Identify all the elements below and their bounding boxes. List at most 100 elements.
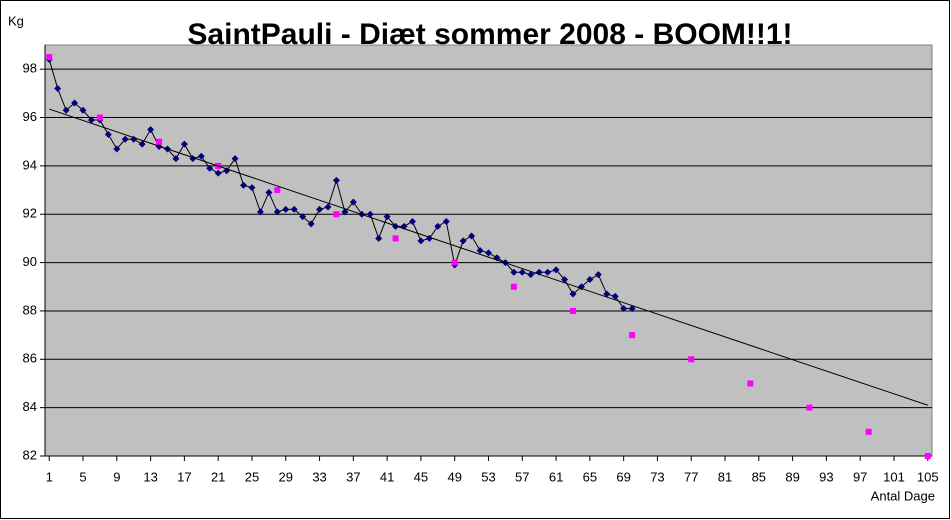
data-point — [240, 181, 248, 189]
data-point — [383, 213, 391, 221]
data-point — [442, 217, 450, 225]
data-point — [54, 85, 62, 93]
data-point — [552, 266, 560, 274]
y-tick-label: 96 — [23, 109, 37, 124]
data-point — [231, 155, 239, 163]
data-point — [71, 99, 79, 107]
x-tick-label: 45 — [414, 469, 428, 484]
data-point — [628, 305, 636, 313]
x-tick-label: 5 — [79, 469, 86, 484]
data-point — [417, 237, 425, 245]
data-point — [180, 140, 188, 148]
data-point — [806, 404, 813, 411]
x-tick-label: 69 — [616, 469, 630, 484]
data-point — [104, 130, 112, 138]
data-point — [518, 268, 526, 276]
data-point — [603, 290, 611, 298]
x-tick-label: 77 — [684, 469, 698, 484]
x-tick-label: 13 — [143, 469, 157, 484]
y-tick-label: 90 — [23, 254, 37, 269]
x-tick-label: 73 — [650, 469, 664, 484]
data-point — [113, 145, 121, 153]
data-point — [333, 211, 340, 218]
data-point — [688, 356, 695, 363]
x-tick-label: 61 — [549, 469, 563, 484]
x-tick-label: 1 — [46, 469, 53, 484]
data-point — [544, 268, 552, 276]
data-point — [527, 271, 535, 279]
data-point — [349, 198, 357, 206]
data-point — [366, 210, 374, 218]
data-point — [747, 380, 754, 387]
x-tick-label: 33 — [312, 469, 326, 484]
x-tick-label: 65 — [583, 469, 597, 484]
data-point — [569, 290, 577, 298]
y-tick-label: 86 — [23, 351, 37, 366]
data-point — [290, 205, 298, 213]
data-point — [865, 428, 872, 435]
data-point — [172, 155, 180, 163]
x-tick-label: 57 — [515, 469, 529, 484]
x-tick-label: 85 — [752, 469, 766, 484]
data-point — [248, 184, 256, 192]
data-point — [46, 54, 53, 61]
data-point — [206, 164, 214, 172]
x-tick-label: 81 — [718, 469, 732, 484]
data-point — [569, 307, 576, 314]
data-point — [197, 152, 205, 160]
x-tick-label: 97 — [853, 469, 867, 484]
y-tick-label: 92 — [23, 206, 37, 221]
data-point — [620, 305, 628, 313]
data-point — [282, 205, 290, 213]
y-tick-label: 82 — [23, 447, 37, 462]
y-tick-label: 94 — [23, 157, 37, 172]
data-point — [147, 126, 155, 134]
data-point — [156, 138, 163, 145]
data-point — [392, 235, 399, 242]
y-axis-label: Kg — [8, 13, 24, 28]
x-tick-label: 53 — [481, 469, 495, 484]
data-point — [629, 332, 636, 339]
x-tick-label: 9 — [113, 469, 120, 484]
data-point — [274, 187, 281, 194]
data-point — [586, 276, 594, 284]
data-point — [265, 188, 273, 196]
data-point — [307, 220, 315, 228]
data-point — [924, 453, 931, 459]
data-point — [510, 283, 517, 290]
x-tick-label: 25 — [245, 469, 259, 484]
data-point — [577, 283, 585, 291]
data-point — [476, 247, 484, 254]
data-point — [611, 292, 619, 300]
x-tick-label: 101 — [883, 469, 905, 484]
x-axis-label: Antal Dage — [871, 488, 935, 503]
data-point — [273, 208, 281, 216]
data-point — [485, 249, 492, 257]
data-point — [121, 135, 129, 143]
x-tick-label: 89 — [785, 469, 799, 484]
data-point — [79, 106, 87, 114]
data-point — [96, 114, 103, 121]
data-point — [451, 259, 458, 266]
y-tick-label: 84 — [23, 399, 37, 414]
data-point — [594, 271, 602, 279]
data-point — [561, 276, 569, 284]
x-tick-label: 37 — [346, 469, 360, 484]
data-point — [138, 140, 146, 148]
data-point — [316, 205, 324, 213]
data-point — [214, 169, 222, 177]
y-tick-label: 88 — [23, 302, 37, 317]
data-point — [408, 217, 416, 225]
data-point — [332, 176, 340, 184]
x-tick-label: 41 — [380, 469, 394, 484]
y-tick-label: 98 — [23, 61, 37, 76]
x-tick-label: 105 — [917, 469, 939, 484]
data-point — [341, 208, 349, 216]
data-point — [87, 116, 95, 124]
data-point — [256, 208, 264, 216]
x-tick-label: 21 — [211, 469, 225, 484]
data-point — [299, 213, 307, 221]
data-point — [434, 222, 442, 230]
x-tick-label: 29 — [279, 469, 293, 484]
